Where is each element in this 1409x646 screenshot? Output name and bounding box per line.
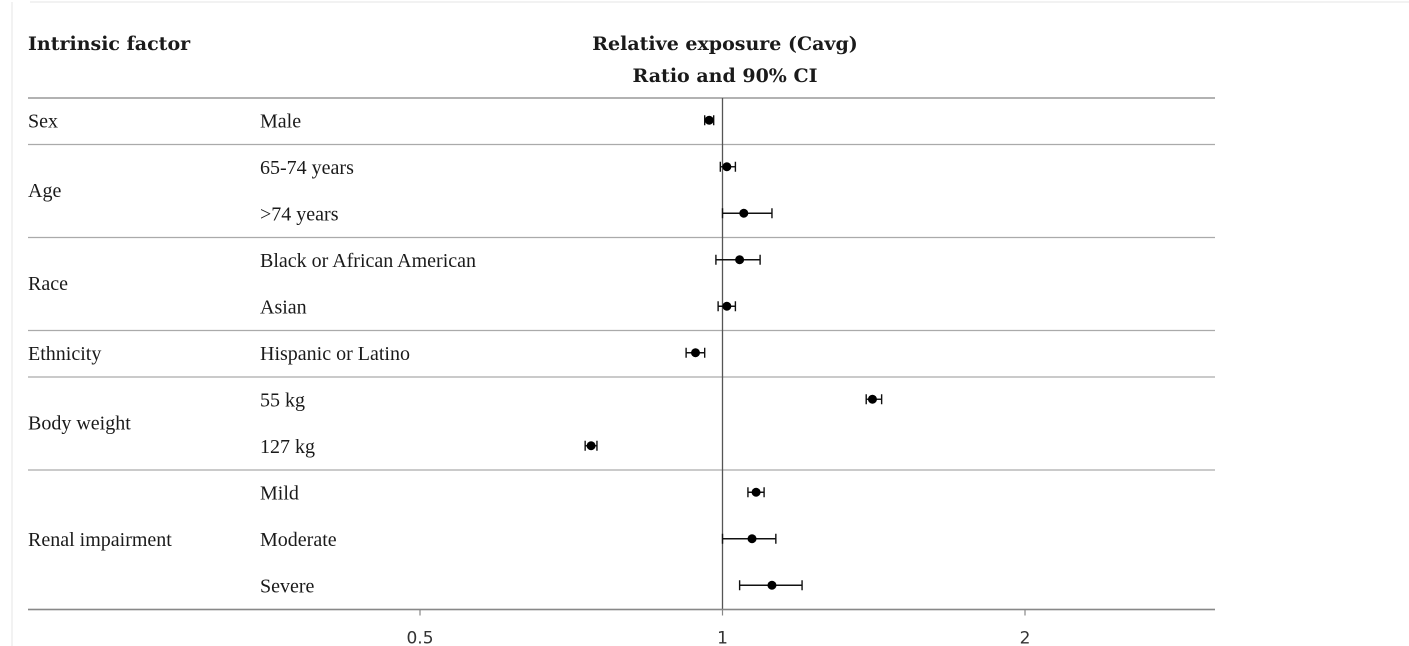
- factor-label: Ethnicity: [28, 343, 101, 365]
- x-tick-label: 2: [1020, 629, 1031, 646]
- level-label: 127 kg: [260, 436, 315, 458]
- ratio-point: [690, 348, 700, 358]
- ratio-point: [867, 394, 877, 404]
- chart-title-line1: Relative exposure (Cavg): [592, 33, 857, 55]
- ratio-point: [751, 487, 761, 497]
- level-label: Mild: [260, 482, 299, 504]
- ratio-point: [722, 301, 732, 311]
- factor-label: Sex: [28, 110, 58, 132]
- ratio-point: [747, 534, 757, 544]
- ratio-point: [722, 162, 732, 172]
- level-label: Moderate: [260, 529, 337, 551]
- group-separators: [28, 97, 1215, 611]
- row-labels: Male Sex 65-74 years >74 years Age Black or A…: [28, 110, 476, 597]
- factor-label: Renal impairment: [28, 529, 172, 551]
- factor-label: Age: [28, 180, 61, 202]
- ratio-point: [735, 255, 745, 265]
- level-label: Male: [260, 110, 301, 132]
- level-label: >74 years: [260, 203, 339, 225]
- level-label: Hispanic or Latino: [260, 343, 410, 365]
- ratio-point: [704, 115, 714, 125]
- level-label: 65-74 years: [260, 157, 354, 179]
- level-label: Asian: [260, 296, 307, 318]
- intrinsic-factor-header: Intrinsic factor: [28, 33, 191, 55]
- ratio-point: [586, 441, 596, 451]
- chart-title-line2: Ratio and 90% CI: [633, 65, 818, 87]
- x-tick-label: 0.5: [406, 629, 433, 646]
- level-label: Black or African American: [260, 250, 476, 272]
- estimate-marks: [584, 115, 883, 591]
- level-label: Severe: [260, 575, 315, 597]
- ratio-point: [739, 208, 749, 218]
- factor-label: Race: [28, 273, 68, 295]
- factor-label: Body weight: [28, 413, 131, 435]
- x-tick-label: 1: [717, 629, 728, 646]
- level-label: 55 kg: [260, 389, 305, 411]
- x-axis-ticks: 0.5 1 2: [406, 609, 1031, 646]
- ratio-point: [767, 580, 777, 590]
